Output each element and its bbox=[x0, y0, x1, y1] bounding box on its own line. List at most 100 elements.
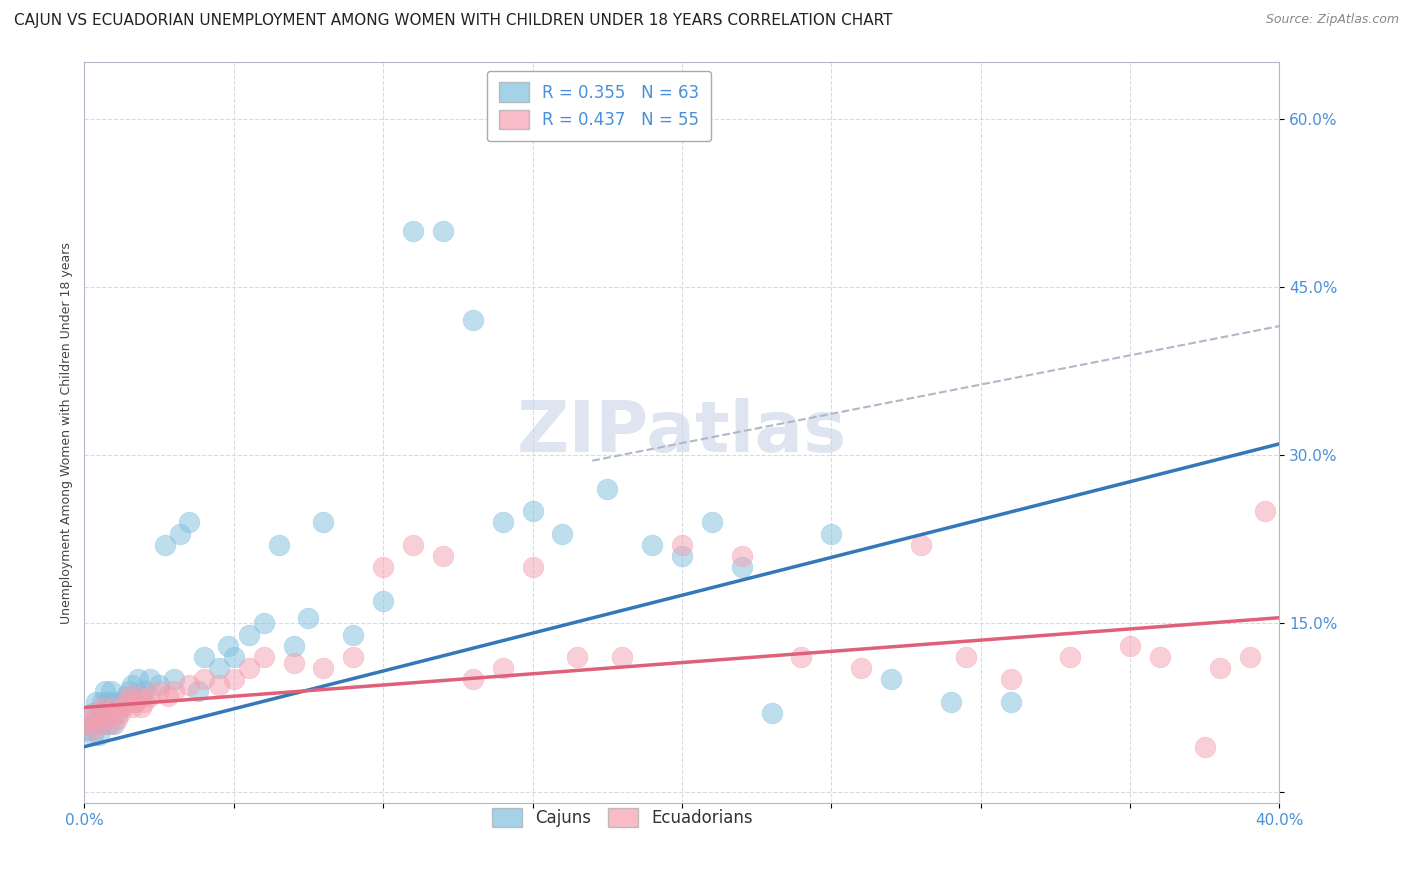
Text: CAJUN VS ECUADORIAN UNEMPLOYMENT AMONG WOMEN WITH CHILDREN UNDER 18 YEARS CORREL: CAJUN VS ECUADORIAN UNEMPLOYMENT AMONG W… bbox=[14, 13, 893, 29]
Point bbox=[127, 690, 149, 704]
Point bbox=[1059, 650, 1081, 665]
Point bbox=[112, 695, 135, 709]
Point bbox=[115, 695, 138, 709]
Point bbox=[283, 656, 305, 670]
Point bbox=[79, 717, 101, 731]
Point bbox=[522, 504, 544, 518]
Point bbox=[110, 706, 132, 720]
Point bbox=[297, 610, 319, 624]
Point bbox=[551, 526, 574, 541]
Point bbox=[1194, 739, 1216, 754]
Point bbox=[82, 729, 104, 743]
Point bbox=[402, 538, 425, 552]
Point bbox=[253, 650, 276, 665]
Point bbox=[89, 717, 111, 731]
Point bbox=[342, 650, 364, 665]
Point bbox=[82, 706, 104, 720]
Point bbox=[193, 650, 215, 665]
Point bbox=[910, 538, 932, 552]
Point bbox=[112, 700, 135, 714]
Point bbox=[110, 700, 132, 714]
Point bbox=[177, 516, 200, 530]
Point bbox=[492, 661, 515, 675]
Point bbox=[461, 313, 484, 327]
Point bbox=[139, 673, 162, 687]
Point bbox=[939, 695, 962, 709]
Point bbox=[700, 516, 723, 530]
Point bbox=[217, 639, 239, 653]
Point bbox=[129, 690, 152, 704]
Point bbox=[851, 661, 873, 675]
Point bbox=[283, 639, 305, 653]
Point bbox=[169, 526, 191, 541]
Point bbox=[1119, 639, 1142, 653]
Legend: Cajuns, Ecuadorians: Cajuns, Ecuadorians bbox=[484, 799, 761, 835]
Point bbox=[100, 683, 122, 698]
Point bbox=[1253, 504, 1275, 518]
Point bbox=[596, 482, 619, 496]
Point bbox=[76, 723, 98, 737]
Point bbox=[148, 678, 170, 692]
Point bbox=[97, 706, 120, 720]
Point bbox=[97, 695, 120, 709]
Point bbox=[238, 627, 260, 641]
Point bbox=[1000, 695, 1022, 709]
Point bbox=[139, 690, 162, 704]
Point bbox=[118, 683, 141, 698]
Text: ZIPatlas: ZIPatlas bbox=[517, 398, 846, 467]
Point bbox=[1149, 650, 1171, 665]
Point bbox=[163, 683, 186, 698]
Point bbox=[124, 695, 146, 709]
Point bbox=[94, 683, 117, 698]
Point bbox=[103, 717, 125, 731]
Point bbox=[1209, 661, 1232, 675]
Point bbox=[432, 224, 454, 238]
Point bbox=[132, 695, 156, 709]
Point bbox=[103, 700, 125, 714]
Point bbox=[492, 516, 515, 530]
Point bbox=[76, 717, 98, 731]
Point bbox=[100, 717, 122, 731]
Text: Source: ZipAtlas.com: Source: ZipAtlas.com bbox=[1265, 13, 1399, 27]
Point bbox=[790, 650, 813, 665]
Point bbox=[103, 695, 125, 709]
Point bbox=[86, 717, 108, 731]
Point bbox=[86, 695, 108, 709]
Point bbox=[373, 594, 395, 608]
Point bbox=[148, 683, 170, 698]
Point bbox=[94, 712, 117, 726]
Point bbox=[567, 650, 589, 665]
Point bbox=[342, 627, 364, 641]
Point bbox=[880, 673, 903, 687]
Point bbox=[432, 549, 454, 563]
Point bbox=[177, 678, 200, 692]
Point bbox=[312, 516, 335, 530]
Point bbox=[955, 650, 977, 665]
Point bbox=[153, 538, 176, 552]
Y-axis label: Unemployment Among Women with Children Under 18 years: Unemployment Among Women with Children U… bbox=[60, 242, 73, 624]
Point bbox=[1000, 673, 1022, 687]
Point bbox=[91, 717, 114, 731]
Point bbox=[193, 673, 215, 687]
Point bbox=[671, 538, 693, 552]
Point bbox=[132, 683, 156, 698]
Point bbox=[157, 690, 180, 704]
Point bbox=[100, 706, 122, 720]
Point bbox=[1239, 650, 1261, 665]
Point bbox=[89, 706, 111, 720]
Point bbox=[91, 700, 114, 714]
Point bbox=[79, 712, 101, 726]
Point bbox=[208, 678, 231, 692]
Point bbox=[91, 695, 114, 709]
Point bbox=[641, 538, 664, 552]
Point bbox=[105, 712, 128, 726]
Point bbox=[253, 616, 276, 631]
Point bbox=[267, 538, 290, 552]
Point bbox=[82, 723, 104, 737]
Point bbox=[522, 560, 544, 574]
Point bbox=[731, 560, 754, 574]
Point bbox=[118, 690, 141, 704]
Point bbox=[402, 224, 425, 238]
Point bbox=[312, 661, 335, 675]
Point bbox=[89, 729, 111, 743]
